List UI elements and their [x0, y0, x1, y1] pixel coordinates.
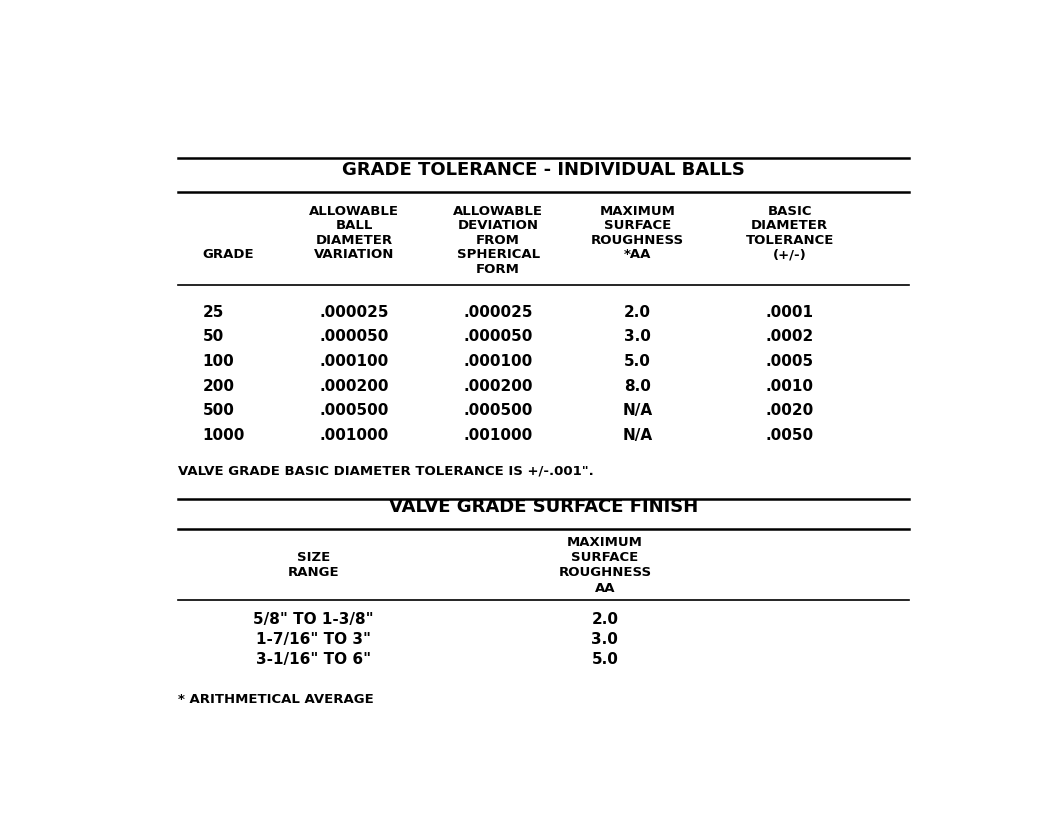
Text: .0020: .0020	[765, 403, 814, 419]
Text: .000050: .000050	[320, 329, 389, 344]
Text: .0002: .0002	[765, 329, 814, 344]
Text: BASIC: BASIC	[767, 205, 812, 218]
Text: .000025: .000025	[319, 305, 389, 319]
Text: GRADE: GRADE	[202, 248, 254, 261]
Text: FORM: FORM	[476, 263, 520, 276]
Text: ALLOWABLE: ALLOWABLE	[453, 205, 543, 218]
Text: ROUGHNESS: ROUGHNESS	[559, 567, 652, 579]
Text: SURFACE: SURFACE	[604, 219, 671, 232]
Text: MAXIMUM: MAXIMUM	[567, 536, 642, 549]
Text: 2.0: 2.0	[591, 612, 618, 627]
Text: 100: 100	[202, 354, 234, 369]
Text: VALVE GRADE SURFACE FINISH: VALVE GRADE SURFACE FINISH	[389, 499, 697, 517]
Text: VARIATION: VARIATION	[314, 248, 394, 261]
Text: .0005: .0005	[765, 354, 814, 369]
Text: 500: 500	[202, 403, 234, 419]
Text: AA: AA	[595, 581, 615, 595]
Text: SIZE: SIZE	[297, 551, 330, 564]
Text: FROM: FROM	[476, 233, 520, 247]
Text: 1-7/16" TO 3": 1-7/16" TO 3"	[255, 632, 371, 647]
Text: ROUGHNESS: ROUGHNESS	[591, 233, 685, 247]
Text: .0010: .0010	[765, 378, 814, 394]
Text: MAXIMUM: MAXIMUM	[600, 205, 675, 218]
Text: 1000: 1000	[202, 428, 245, 443]
Text: 2.0: 2.0	[624, 305, 651, 319]
Text: DIAMETER: DIAMETER	[316, 233, 393, 247]
Text: DIAMETER: DIAMETER	[752, 219, 828, 232]
Text: .0050: .0050	[765, 428, 814, 443]
Text: .000100: .000100	[320, 354, 389, 369]
Text: N/A: N/A	[622, 428, 653, 443]
Text: .001000: .001000	[463, 428, 533, 443]
Text: (+/-): (+/-)	[773, 248, 807, 261]
Text: BALL: BALL	[336, 219, 373, 232]
Text: TOLERANCE: TOLERANCE	[745, 233, 834, 247]
Text: .001000: .001000	[320, 428, 389, 443]
Text: *AA: *AA	[624, 248, 652, 261]
Text: 3-1/16" TO 6": 3-1/16" TO 6"	[255, 652, 371, 667]
Text: .000050: .000050	[463, 329, 533, 344]
Text: 50: 50	[202, 329, 224, 344]
Text: 5.0: 5.0	[624, 354, 651, 369]
Text: 25: 25	[202, 305, 224, 319]
Text: .000100: .000100	[463, 354, 533, 369]
Text: N/A: N/A	[622, 403, 653, 419]
Text: 200: 200	[202, 378, 234, 394]
Text: ALLOWABLE: ALLOWABLE	[310, 205, 400, 218]
Text: RANGE: RANGE	[287, 567, 339, 579]
Text: 8.0: 8.0	[624, 378, 651, 394]
Text: .000200: .000200	[319, 378, 389, 394]
Text: SPHERICAL: SPHERICAL	[457, 248, 540, 261]
Text: .000200: .000200	[463, 378, 533, 394]
Text: .000025: .000025	[463, 305, 533, 319]
Text: .000500: .000500	[320, 403, 389, 419]
Text: SURFACE: SURFACE	[571, 551, 638, 564]
Text: 5.0: 5.0	[591, 652, 618, 667]
Text: * ARITHMETICAL AVERAGE: * ARITHMETICAL AVERAGE	[178, 694, 373, 707]
Text: DEVIATION: DEVIATION	[458, 219, 538, 232]
Text: .000500: .000500	[463, 403, 533, 419]
Text: 3.0: 3.0	[624, 329, 651, 344]
Text: 5/8" TO 1-3/8": 5/8" TO 1-3/8"	[253, 612, 373, 627]
Text: 3.0: 3.0	[591, 632, 618, 647]
Text: GRADE TOLERANCE - INDIVIDUAL BALLS: GRADE TOLERANCE - INDIVIDUAL BALLS	[341, 161, 745, 179]
Text: VALVE GRADE BASIC DIAMETER TOLERANCE IS +/-.001".: VALVE GRADE BASIC DIAMETER TOLERANCE IS …	[178, 464, 594, 477]
Text: .0001: .0001	[765, 305, 814, 319]
